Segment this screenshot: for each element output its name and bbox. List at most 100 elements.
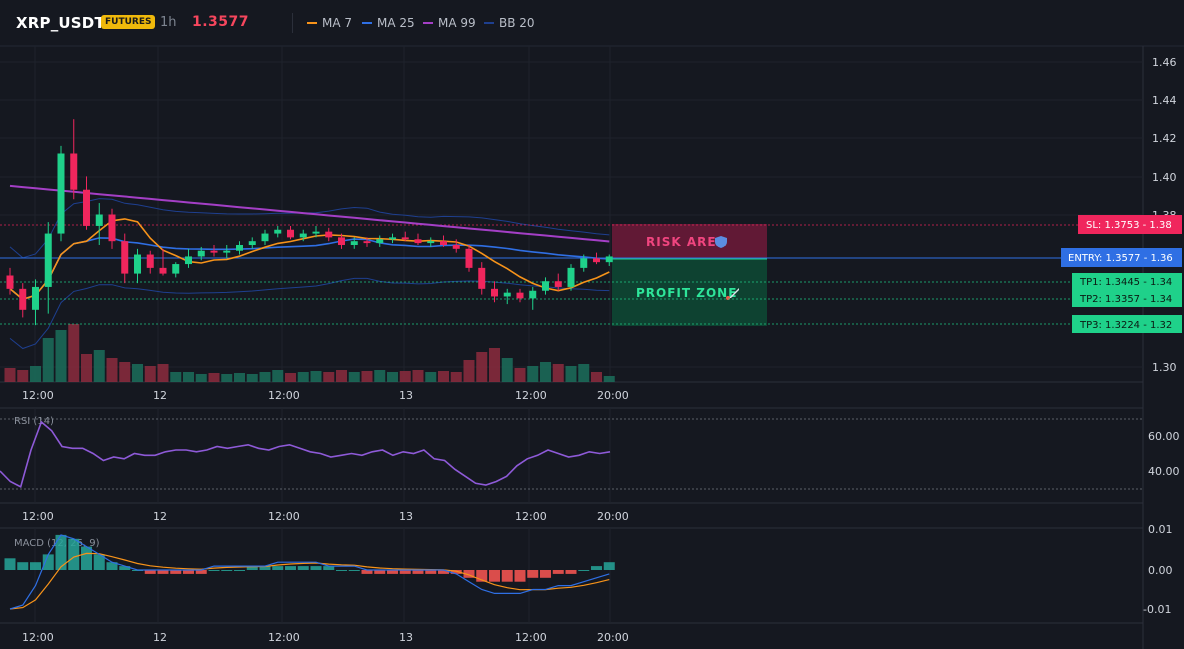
rsi-label[interactable]: RSI (14) — [14, 416, 54, 427]
macd-bar — [234, 570, 245, 571]
candle-body — [248, 241, 256, 245]
volume-bar — [234, 373, 245, 382]
candle-body — [580, 258, 588, 268]
macd-bar — [450, 570, 462, 574]
macd-bar — [285, 566, 296, 570]
legend-ma7-label: MA 7 — [322, 16, 353, 30]
risk-area-zone — [612, 224, 767, 259]
volume-bar — [603, 376, 615, 382]
sl-tag-label: SL: 1.3753 - 1.38 — [1086, 220, 1172, 231]
volume-bar — [272, 370, 284, 382]
macd-signal-lines — [9, 534, 610, 610]
tp3-tag[interactable]: TP3: 1.3224 - 1.32 — [1072, 315, 1182, 333]
risk-area-label: RISK AREA — [646, 235, 727, 249]
macd-tick: -0.01 — [1143, 603, 1171, 616]
entry-tag[interactable]: ENTRY: 1.3577 - 1.36 — [1061, 248, 1182, 267]
volume-bar — [438, 371, 449, 382]
macd-bar — [4, 558, 16, 570]
time-tick: 13 — [399, 510, 413, 523]
sl-tag[interactable]: SL: 1.3753 - 1.38 — [1078, 215, 1182, 234]
tp2-tag-label: TP2: 1.3357 - 1.34 — [1079, 294, 1172, 305]
macd-bar — [195, 570, 207, 574]
macd-bar — [425, 570, 437, 574]
macd-bar — [540, 570, 551, 578]
candle-body — [57, 153, 65, 234]
volume-bar — [323, 372, 335, 382]
price-tick: 1.40 — [1152, 171, 1177, 184]
interval-selector[interactable]: 1h — [160, 15, 177, 30]
candle-body — [185, 256, 192, 265]
time-axis-macd: 12:00 12 12:00 13 12:00 20:00 — [22, 631, 629, 644]
candlesticks — [6, 119, 613, 326]
time-tick: 20:00 — [597, 631, 629, 644]
candle-body — [197, 250, 205, 257]
candle-body — [210, 250, 218, 253]
ma99-line — [9, 184, 610, 243]
candle-body — [427, 241, 435, 244]
macd-bar — [119, 566, 131, 570]
volume-bar — [463, 360, 475, 382]
bb-upper-line — [9, 198, 610, 259]
legend-bb20[interactable]: BB 20 — [484, 16, 535, 30]
candle-body — [19, 288, 27, 310]
legend-ma7[interactable]: MA 7 — [307, 16, 352, 30]
volume-bar — [170, 372, 182, 382]
volume-bar — [450, 372, 462, 382]
macd-bar — [170, 570, 182, 574]
macd-bar — [221, 570, 233, 571]
chart-header: XRP_USDT FUTURES 1h 1.3577 MA 7 MA 25 MA… — [0, 0, 1184, 46]
macd-bar — [578, 570, 590, 571]
candle-body — [567, 267, 575, 287]
legend-ma25[interactable]: MA 25 — [362, 16, 415, 30]
last-price: 1.3577 — [192, 14, 250, 30]
macd-bar — [412, 570, 424, 574]
candle-body — [465, 248, 473, 268]
symbol-name[interactable]: XRP_USDT — [16, 14, 105, 32]
volume-bar — [489, 348, 500, 382]
candle-body — [312, 231, 320, 234]
macd-tick: 0.01 — [1148, 523, 1173, 536]
macd-bar — [463, 570, 475, 578]
candle-body — [529, 290, 537, 299]
candle-body — [338, 237, 345, 245]
volume-bar — [374, 370, 386, 382]
legend-ma99[interactable]: MA 99 — [423, 16, 476, 30]
candle-body — [605, 256, 613, 263]
volume-bar — [540, 362, 551, 382]
macd-bar — [68, 538, 80, 570]
profit-zone — [612, 259, 767, 326]
bb-lower-line — [9, 277, 610, 350]
time-tick: 13 — [399, 631, 413, 644]
volume-bar — [310, 371, 322, 382]
candle-body — [223, 250, 231, 253]
macd-bar — [374, 570, 386, 574]
candle-body — [452, 245, 460, 249]
candle-body — [236, 245, 243, 251]
candle-body — [83, 189, 90, 226]
grid-lines — [0, 46, 1143, 623]
tp1-tag[interactable]: TP1: 1.3445 - 1.34 — [1072, 273, 1182, 290]
tp2-tag[interactable]: TP2: 1.3357 - 1.34 — [1072, 290, 1182, 307]
time-tick: 12:00 — [515, 389, 547, 402]
macd-bar — [348, 570, 360, 571]
candle-body — [363, 241, 371, 244]
candle-body — [299, 233, 307, 238]
volume-bar — [208, 373, 220, 382]
candle-body — [146, 254, 154, 268]
volume-bar — [42, 338, 54, 382]
candle-body — [414, 239, 422, 244]
ma99-swatch-icon — [423, 22, 433, 24]
price-tick: 1.46 — [1152, 56, 1177, 69]
volume-bar — [591, 372, 602, 382]
rsi-tick: 60.00 — [1148, 430, 1180, 443]
time-axis-main: 12:00 12 12:00 13 12:00 20:00 — [22, 389, 629, 402]
macd-bar — [489, 570, 500, 582]
volume-bar — [514, 368, 526, 382]
macd-bar — [42, 554, 54, 570]
candle-body — [134, 254, 141, 274]
volume-bar — [361, 371, 373, 382]
macd-bar — [387, 570, 398, 574]
volume-bar — [399, 371, 411, 382]
time-tick: 12:00 — [515, 510, 547, 523]
